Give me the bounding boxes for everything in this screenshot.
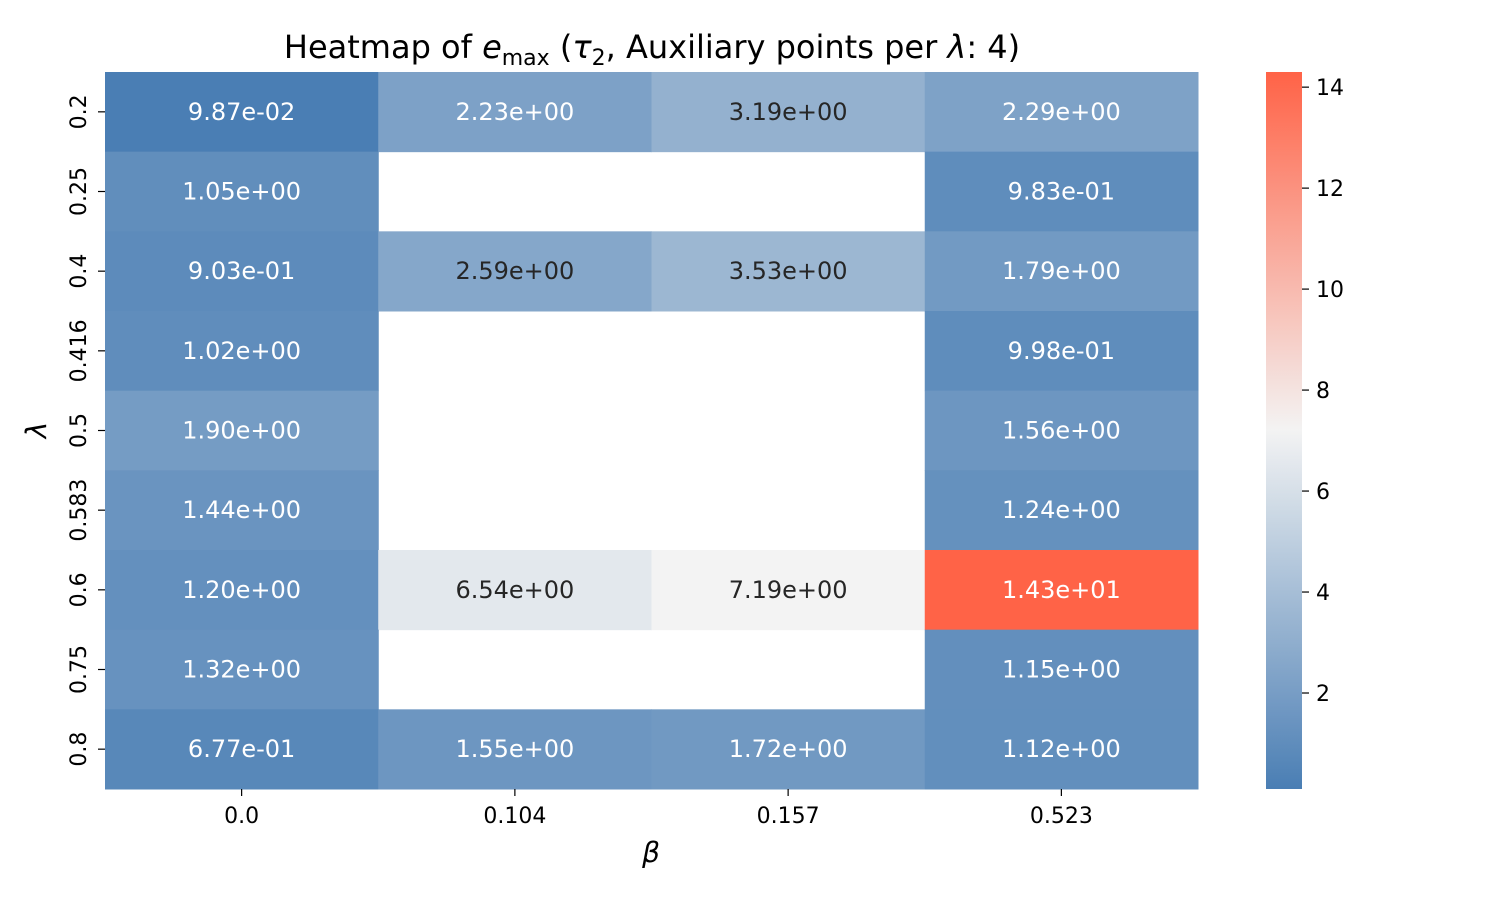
cell-value-label: 1.12e+00 <box>1002 735 1121 763</box>
title-suffix: , Auxiliary points per <box>606 28 948 66</box>
cell-value-label: 3.53e+00 <box>729 257 848 285</box>
heatmap-cell <box>924 231 1199 312</box>
colorbar-tick-label: 14 <box>1316 76 1344 101</box>
heatmap-cell <box>105 151 379 232</box>
y-tick-label: 0.6 <box>67 572 92 607</box>
heatmap-cell <box>105 709 379 790</box>
cell-value-label: 2.23e+00 <box>455 98 574 126</box>
heatmap-cell <box>105 231 379 312</box>
heatmap-cell <box>651 72 926 153</box>
heatmap-cell <box>924 550 1199 631</box>
heatmap-cell <box>651 231 926 312</box>
y-tick-label: 0.2 <box>67 94 92 129</box>
y-tick-label: 0.4 <box>67 254 92 289</box>
x-tick-label: 0.0 <box>224 804 259 829</box>
cell-value-label: 1.05e+00 <box>182 178 301 206</box>
x-tick-label: 0.157 <box>757 804 820 829</box>
colorbar-tick-label: 12 <box>1316 177 1344 202</box>
title-lambda: λ <box>945 28 966 66</box>
cell-value-label: 2.59e+00 <box>455 257 574 285</box>
x-tick-label: 0.523 <box>1030 804 1093 829</box>
title-variable-subscript: max <box>502 46 550 71</box>
cell-value-label: 1.56e+00 <box>1002 417 1121 445</box>
x-axis-label: β <box>641 836 660 869</box>
title-prefix: Heatmap of <box>284 28 482 66</box>
heatmap-cells <box>105 72 1199 790</box>
title-symbol: τ <box>572 28 592 66</box>
chart-title: Heatmap of emax (τ2, Auxiliary points pe… <box>284 28 1020 71</box>
cell-value-label: 9.98e-01 <box>1008 337 1115 365</box>
y-tick-label: 0.416 <box>67 319 92 382</box>
heatmap-cell <box>105 390 379 471</box>
y-tick-label: 0.75 <box>67 645 92 694</box>
cell-value-label: 9.03e-01 <box>188 257 295 285</box>
cell-value-label: 3.19e+00 <box>729 98 848 126</box>
title-end: : 4) <box>966 28 1020 66</box>
title-symbol-subscript: 2 <box>592 46 606 71</box>
heatmap-cell <box>378 72 652 153</box>
cell-value-label: 1.79e+00 <box>1002 257 1121 285</box>
y-tick-label: 0.8 <box>67 732 92 767</box>
x-axis-ticks: 0.0 0.104 0.157 0.523 <box>224 789 1093 829</box>
heatmap-cell <box>924 629 1199 710</box>
cell-value-label: 9.83e-01 <box>1008 178 1115 206</box>
cell-value-label: 1.32e+00 <box>182 656 301 684</box>
y-tick-label: 0.25 <box>67 167 92 216</box>
colorbar-tick-label: 4 <box>1316 581 1330 606</box>
y-tick-label: 0.5 <box>67 413 92 448</box>
heatmap-cell <box>378 231 652 312</box>
heatmap-cell <box>105 550 379 631</box>
cell-value-label: 6.77e-01 <box>188 735 295 763</box>
heatmap-cell <box>378 709 652 790</box>
cell-value-label: 6.54e+00 <box>455 576 574 604</box>
heatmap-cell <box>105 629 379 710</box>
x-tick-label: 0.104 <box>483 804 546 829</box>
heatmap-cell <box>924 311 1199 392</box>
heatmap-cell <box>924 151 1199 232</box>
cell-value-label: 2.29e+00 <box>1002 98 1121 126</box>
cell-value-label: 1.24e+00 <box>1002 496 1121 524</box>
y-tick-label: 0.583 <box>67 479 92 542</box>
cell-value-label: 1.15e+00 <box>1002 656 1121 684</box>
cell-value-label: 7.19e+00 <box>729 576 848 604</box>
cell-value-label: 9.87e-02 <box>188 98 295 126</box>
colorbar-tick-label: 10 <box>1316 278 1344 303</box>
colorbar-tick-label: 2 <box>1316 682 1330 707</box>
heatmap-cell <box>105 470 379 551</box>
cell-value-label: 1.02e+00 <box>182 337 301 365</box>
heatmap-cell <box>378 550 652 631</box>
y-axis-label: λ <box>20 422 53 441</box>
heatmap-cell <box>105 311 379 392</box>
heatmap-cell <box>651 550 926 631</box>
cell-value-label: 1.44e+00 <box>182 496 301 524</box>
cell-value-label: 1.72e+00 <box>729 735 848 763</box>
y-axis-ticks: 0.2 0.25 0.4 0.416 0.5 0.583 0.6 0.75 0.8 <box>67 94 105 767</box>
colorbar-tick-label: 6 <box>1316 480 1330 505</box>
heatmap-cell-labels: 9.87e-02 2.23e+00 3.19e+00 2.29e+00 1.05e+00… <box>182 98 1121 763</box>
title-variable: e <box>482 28 502 66</box>
colorbar-ticks: 2 4 6 8 10 12 14 <box>1302 76 1344 707</box>
heatmap-cell <box>924 709 1199 790</box>
title-mid: ( <box>550 28 573 66</box>
colorbar <box>1266 72 1302 789</box>
heatmap-cell <box>105 72 379 153</box>
heatmap-cell <box>924 72 1199 153</box>
cell-value-label: 1.55e+00 <box>455 735 574 763</box>
cell-value-label: 1.20e+00 <box>182 576 301 604</box>
heatmap-cell <box>651 709 926 790</box>
heatmap-cell <box>924 390 1199 471</box>
cell-value-label: 1.90e+00 <box>182 417 301 445</box>
cell-value-label: 1.43e+01 <box>1002 576 1121 604</box>
heatmap-cell <box>924 470 1199 551</box>
colorbar-tick-label: 8 <box>1316 379 1330 404</box>
